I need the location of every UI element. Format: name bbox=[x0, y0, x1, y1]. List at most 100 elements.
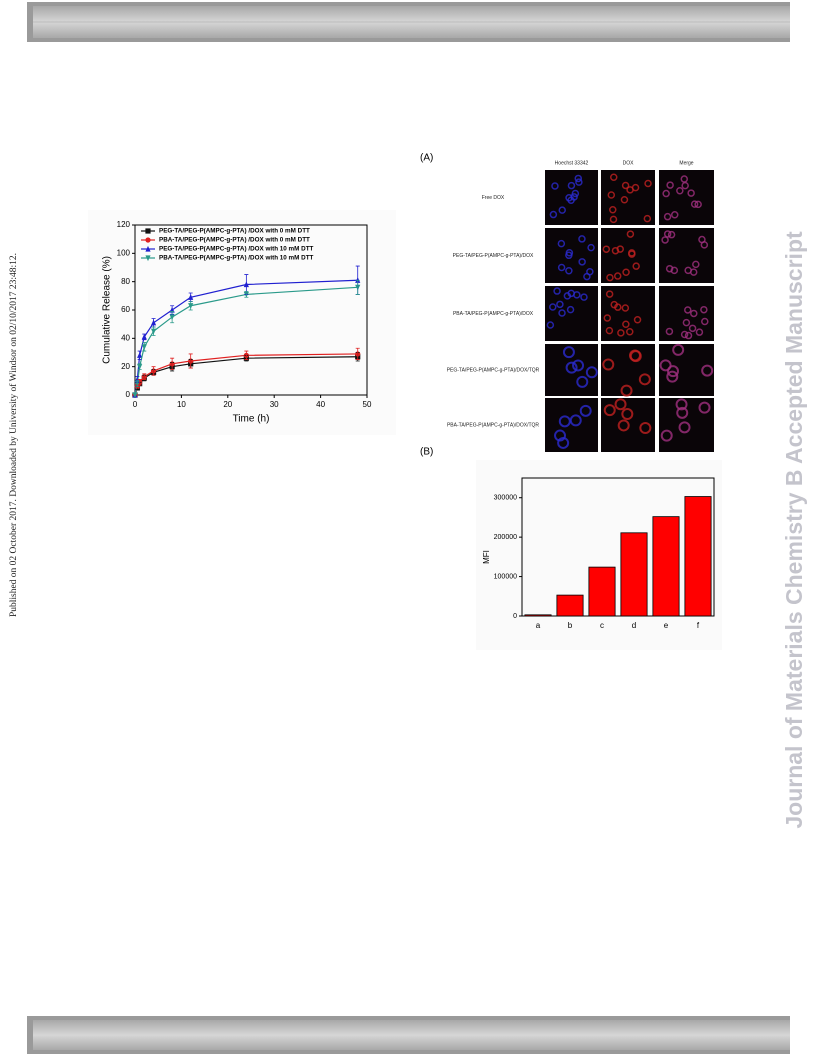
cell bbox=[567, 181, 576, 190]
cell bbox=[620, 196, 629, 204]
error-bar bbox=[355, 347, 360, 360]
cell bbox=[695, 328, 704, 336]
cell bbox=[690, 200, 699, 208]
cell bbox=[614, 398, 627, 411]
cell bbox=[573, 291, 581, 299]
cell bbox=[558, 309, 566, 317]
cell bbox=[676, 187, 684, 195]
error-bar bbox=[151, 326, 156, 336]
cell bbox=[701, 317, 709, 326]
cell bbox=[605, 326, 614, 335]
panel-label: (B) bbox=[420, 447, 433, 458]
error-bar bbox=[142, 333, 147, 341]
cell bbox=[565, 194, 573, 202]
row-label: PBA-TA/PEG-P(AMPC-g-PTA)/DOX/TQR bbox=[447, 422, 539, 428]
cell bbox=[659, 359, 672, 372]
cell bbox=[666, 370, 679, 383]
cell bbox=[622, 268, 630, 277]
micrograph bbox=[545, 344, 598, 396]
y-tick-label: 200000 bbox=[494, 534, 517, 541]
cell bbox=[670, 211, 679, 219]
cell bbox=[574, 174, 583, 183]
cell bbox=[662, 189, 670, 198]
micrograph bbox=[659, 170, 714, 225]
footer-bar bbox=[27, 1016, 790, 1054]
cell bbox=[687, 189, 695, 197]
cell bbox=[684, 266, 692, 275]
error-bar bbox=[142, 373, 147, 380]
bar bbox=[556, 594, 584, 617]
cell bbox=[603, 314, 612, 322]
cell bbox=[643, 214, 652, 223]
cell bbox=[557, 436, 570, 449]
cell bbox=[680, 175, 689, 183]
error-bar bbox=[137, 363, 142, 370]
cell bbox=[606, 273, 614, 282]
cell bbox=[551, 182, 559, 190]
cell bbox=[611, 246, 620, 255]
x-tick-label: d bbox=[632, 621, 636, 630]
cell bbox=[549, 303, 557, 311]
column-header: DOX bbox=[623, 160, 635, 166]
y-tick-label: 300000 bbox=[494, 495, 517, 502]
error-bar bbox=[355, 279, 360, 295]
cell bbox=[663, 230, 672, 238]
y-tick-label: 100000 bbox=[494, 573, 517, 580]
bar bbox=[588, 566, 616, 617]
x-tick-label: f bbox=[697, 621, 700, 630]
cell bbox=[578, 235, 586, 243]
cell bbox=[638, 373, 651, 386]
cell bbox=[694, 200, 702, 209]
cell bbox=[644, 179, 652, 188]
cell bbox=[617, 419, 630, 432]
cell bbox=[609, 215, 618, 224]
x-tick-label: b bbox=[568, 621, 573, 630]
column-header: Hoechst 33342 bbox=[555, 160, 589, 166]
cell bbox=[580, 293, 588, 301]
legend-label: PEG-TA/PEG-P(AMPC-g-PTA) /DOX with 0 mM … bbox=[159, 228, 310, 235]
x-tick-label: c bbox=[600, 621, 604, 630]
cell bbox=[563, 292, 572, 300]
cell bbox=[607, 191, 616, 199]
y-tick-label: 60 bbox=[121, 305, 130, 314]
x-axis-label: Time (h) bbox=[233, 414, 270, 425]
error-bar bbox=[135, 380, 140, 387]
bar bbox=[620, 532, 648, 617]
cell bbox=[554, 429, 567, 442]
cell bbox=[684, 331, 693, 340]
error-bar bbox=[244, 350, 249, 360]
cell bbox=[565, 266, 573, 275]
error-bar bbox=[137, 379, 142, 386]
cell bbox=[621, 304, 630, 312]
error-bar bbox=[244, 291, 249, 298]
micrograph-grid: Hoechst 33342 DOX Merge Free DOX PEG-TA/PEG-… bbox=[447, 160, 714, 452]
panel-label: (A) bbox=[420, 153, 433, 164]
cell bbox=[556, 300, 564, 309]
cell bbox=[610, 173, 618, 182]
x-tick-label: 0 bbox=[133, 400, 138, 409]
x-tick-label: 30 bbox=[270, 400, 279, 409]
error-bar bbox=[170, 311, 175, 324]
cell bbox=[610, 300, 618, 309]
cell bbox=[670, 266, 679, 275]
row-label: PEG-TA/PEG-P(AMPC-g-PTA)/DOX bbox=[453, 253, 534, 259]
micrograph bbox=[601, 286, 655, 341]
cell bbox=[698, 401, 711, 414]
cell bbox=[661, 236, 669, 244]
error-bar bbox=[142, 342, 147, 352]
y-axis-label: MFI bbox=[482, 550, 491, 564]
y-tick-label: 0 bbox=[513, 613, 517, 620]
y-tick-label: 100 bbox=[117, 248, 131, 257]
cell bbox=[660, 429, 673, 442]
cell bbox=[546, 321, 555, 329]
header-bar bbox=[27, 2, 790, 42]
cell bbox=[672, 343, 685, 356]
x-tick-label: 50 bbox=[363, 400, 372, 409]
cell bbox=[626, 328, 634, 336]
bar bbox=[684, 496, 712, 617]
cell bbox=[675, 398, 688, 411]
cell bbox=[698, 235, 706, 244]
row-label: PEG-TA/PEG-P(AMPC-g-PTA)/DOX/TQR bbox=[447, 367, 540, 373]
cell bbox=[665, 327, 674, 336]
